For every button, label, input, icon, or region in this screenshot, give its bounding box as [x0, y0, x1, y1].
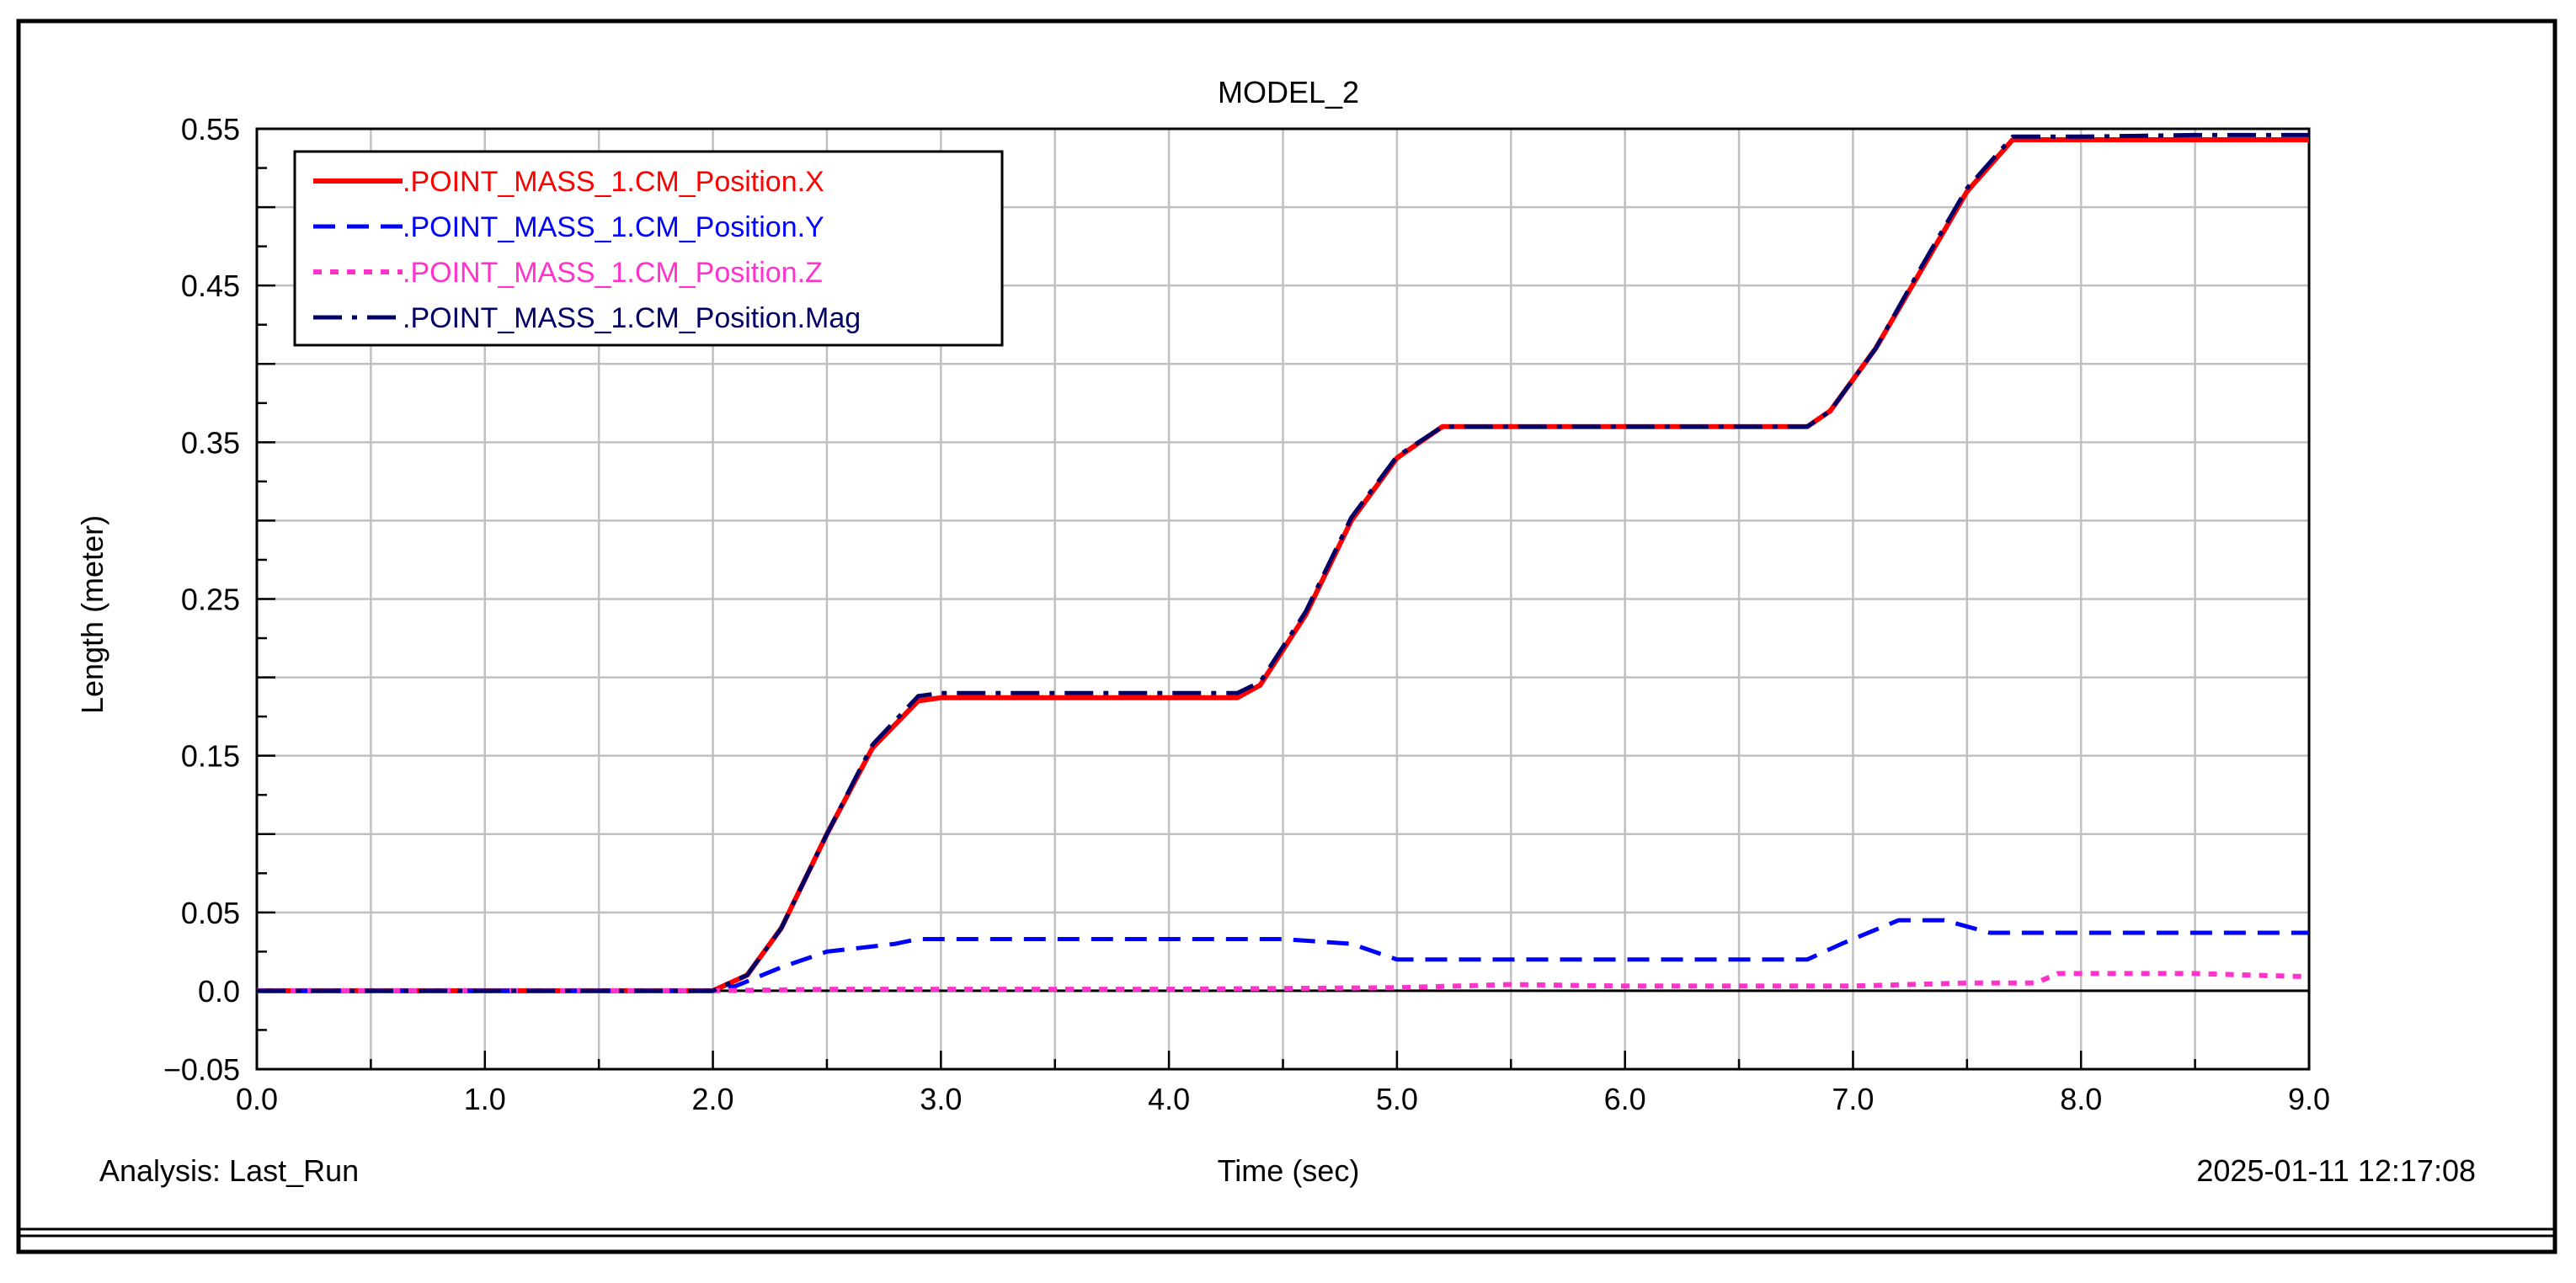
x-tick-label: 1.0 [464, 1082, 506, 1116]
legend-label: .POINT_MASS_1.CM_Position.X [403, 166, 824, 198]
y-tick-label: 0.25 [181, 583, 240, 617]
window-frame [16, 19, 2557, 1254]
legend-label: .POINT_MASS_1.CM_Position.Z [403, 257, 823, 289]
x-tick-label: 2.0 [692, 1082, 734, 1116]
x-tick-label: 6.0 [1604, 1082, 1646, 1116]
x-tick-label: 3.0 [920, 1082, 962, 1116]
y-tick-label: −0.05 [163, 1052, 240, 1087]
series-line-2 [257, 971, 2310, 993]
x-tick-label: 4.0 [1148, 1082, 1190, 1116]
legend-box [293, 150, 1004, 347]
x-tick-label: 5.0 [1376, 1082, 1418, 1116]
legend: .POINT_MASS_1.CM_Position.X .POINT_MASS_1… [293, 150, 1004, 347]
y-tick-label: 0.55 [181, 112, 240, 146]
series-layer [257, 132, 2310, 993]
series-line-1 [257, 918, 2309, 993]
timestamp-label: 2025-01-11 12:17:08 [2196, 1153, 2476, 1188]
analysis-label: Analysis: Last_Run [99, 1153, 359, 1188]
y-tick-label: 0.05 [181, 896, 240, 930]
y-tick-label: 0.45 [181, 269, 240, 303]
axes: −0.050.00.050.150.250.350.450.550.0 1.0 2.… [163, 112, 2330, 1116]
y-tick-label: 0.15 [181, 739, 240, 774]
legend-label: .POINT_MASS_1.CM_Position.Y [403, 211, 824, 243]
x-tick-label: 8.0 [2060, 1082, 2102, 1116]
y-tick-label: 0.35 [181, 425, 240, 460]
y-axis-label: Length (meter) [75, 515, 109, 714]
x-tick-label: 0.0 [236, 1082, 278, 1116]
x-tick-label: 7.0 [1832, 1082, 1874, 1116]
x-tick-label: 9.0 [2288, 1082, 2330, 1116]
legend-label: .POINT_MASS_1.CM_Position.Mag [403, 302, 861, 334]
x-axis-label: Time (sec) [1218, 1153, 1360, 1188]
series-line-3 [257, 132, 2309, 993]
y-tick-label: 0.0 [198, 974, 240, 1009]
chart-title: MODEL_2 [1218, 75, 1359, 109]
